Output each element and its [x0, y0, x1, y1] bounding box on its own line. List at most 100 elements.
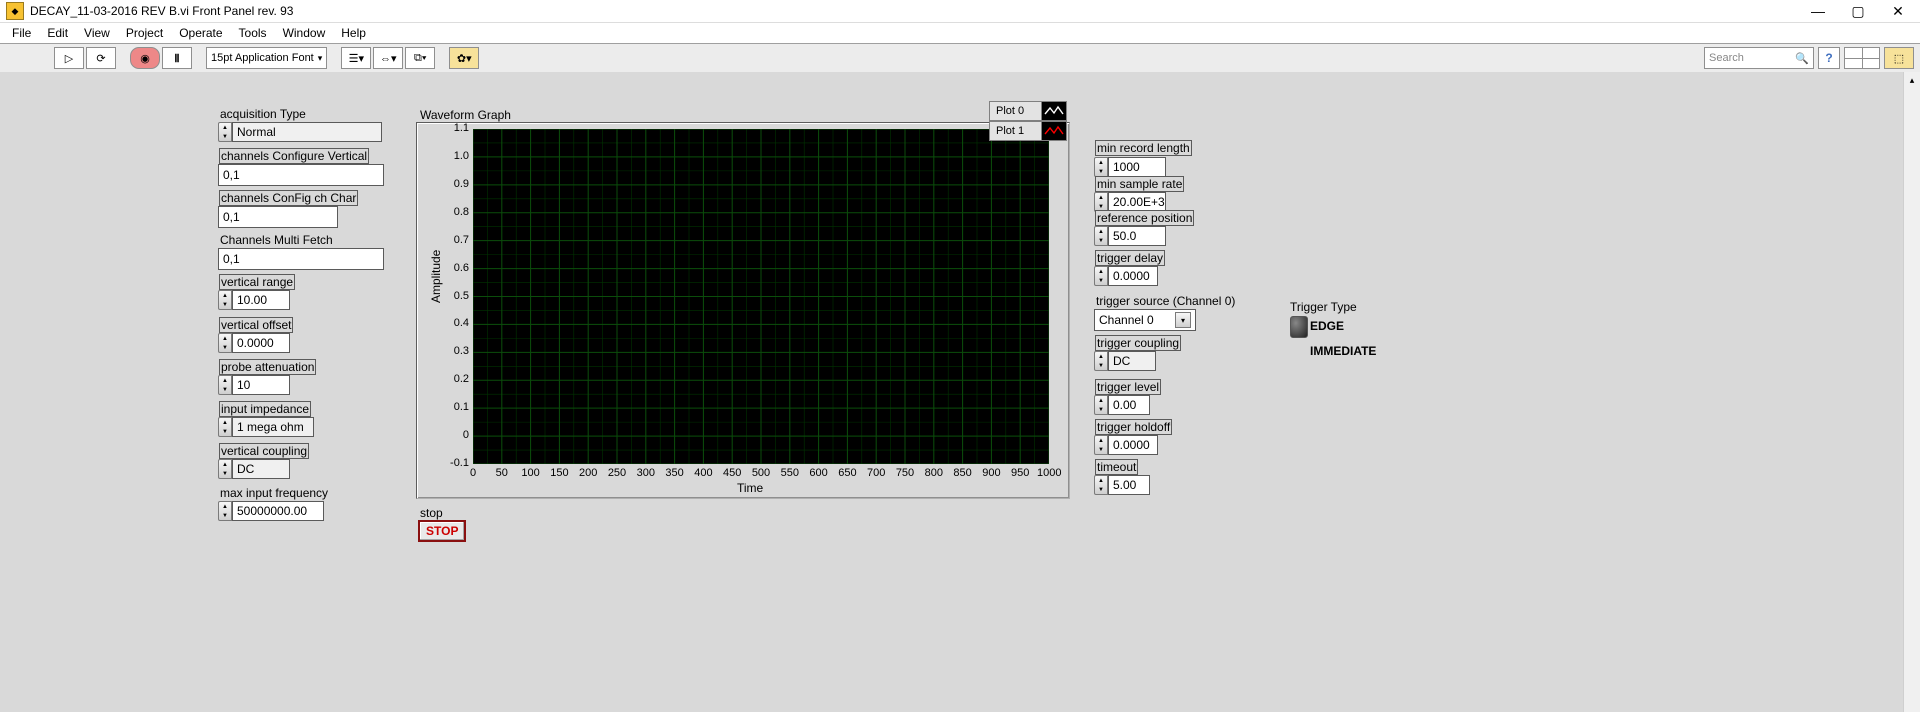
scroll-up-icon: ▴ — [1904, 72, 1920, 88]
vcoup-ring[interactable]: ▲▼DC — [218, 459, 290, 479]
label-timeout: timeout — [1096, 460, 1137, 474]
search-icon: 🔍 — [1795, 52, 1809, 65]
app-icon: ◆ — [6, 2, 24, 20]
x-tick: 450 — [720, 467, 744, 479]
align-button[interactable]: ☰▾ — [341, 47, 371, 69]
x-tick: 600 — [807, 467, 831, 479]
max-freq-input[interactable]: ▲▼50000000.00 — [218, 501, 324, 521]
maximize-button[interactable]: ▢ — [1838, 0, 1878, 22]
label-min-samp-rate: min sample rate — [1096, 177, 1183, 191]
y-tick: 0.4 — [445, 317, 469, 329]
label-stop: stop — [420, 506, 443, 520]
y-tick: 0.5 — [445, 290, 469, 302]
vi-icon[interactable]: ⬚ — [1884, 47, 1914, 69]
resize-button[interactable]: ⧉▾ — [405, 47, 435, 69]
menu-window[interactable]: Window — [275, 24, 334, 42]
front-panel: acquisition Type ▲▼Normal channels Confi… — [0, 72, 1920, 712]
title-bar: ◆ DECAY_11-03-2016 REV B.vi Front Panel … — [0, 0, 1920, 23]
min-rec-len-input[interactable]: ▲▼1000 — [1094, 157, 1166, 177]
y-tick: 0.9 — [445, 178, 469, 190]
connector-pane-icon[interactable] — [1844, 47, 1880, 69]
toolbar: ▷ ⟳ ◉ Ⅱ 15pt Application Font▾ ☰▾ ⇔▾ ⧉▾ … — [0, 43, 1920, 73]
x-tick: 850 — [951, 467, 975, 479]
x-tick: 700 — [864, 467, 888, 479]
trigger-type-switch[interactable] — [1290, 316, 1308, 338]
menu-project[interactable]: Project — [118, 24, 171, 42]
menu-operate[interactable]: Operate — [171, 24, 230, 42]
ch-cfg-vert-input[interactable]: 0,1 — [218, 164, 384, 186]
menu-edit[interactable]: Edit — [39, 24, 76, 42]
plot-legend[interactable]: Plot 0 Plot 1 — [989, 101, 1067, 141]
vertical-scrollbar[interactable]: ▴ — [1903, 72, 1920, 712]
menu-view[interactable]: View — [76, 24, 118, 42]
min-samp-rate-input[interactable]: ▲▼20.00E+3 — [1094, 192, 1166, 212]
legend-swatch-0 — [1042, 102, 1066, 120]
x-tick: 100 — [519, 467, 543, 479]
trig-level-input[interactable]: ▲▼0.00 — [1094, 395, 1150, 415]
x-tick: 350 — [663, 467, 687, 479]
trig-delay-input[interactable]: ▲▼0.0000 — [1094, 266, 1158, 286]
vrange-input[interactable]: ▲▼10.00 — [218, 290, 290, 310]
label-ref-pos: reference position — [1096, 211, 1193, 225]
x-tick: 550 — [778, 467, 802, 479]
y-tick: 0.3 — [445, 345, 469, 357]
run-continuous-button[interactable]: ⟳ — [86, 47, 116, 69]
minimize-button[interactable]: — — [1798, 0, 1838, 22]
x-tick: 50 — [490, 467, 514, 479]
pause-button[interactable]: Ⅱ — [162, 47, 192, 69]
voffset-input[interactable]: ▲▼0.0000 — [218, 333, 290, 353]
window-title: DECAY_11-03-2016 REV B.vi Front Panel re… — [30, 4, 293, 18]
x-tick: 0 — [461, 467, 485, 479]
label-trig-level: trigger level — [1096, 380, 1160, 394]
search-input[interactable]: Search🔍 — [1704, 47, 1814, 69]
distribute-button[interactable]: ⇔▾ — [373, 47, 403, 69]
y-axis-title: Amplitude — [429, 250, 443, 303]
stop-button[interactable]: STOP — [418, 520, 466, 542]
y-tick: 0 — [445, 429, 469, 441]
reorder-button[interactable]: ✿▾ — [449, 47, 479, 69]
x-tick: 500 — [749, 467, 773, 479]
x-axis-title: Time — [737, 481, 763, 495]
ch-multi-fetch-input[interactable]: 0,1 — [218, 248, 384, 270]
menu-file[interactable]: File — [4, 24, 39, 42]
plot-area[interactable] — [473, 129, 1049, 464]
x-tick: 300 — [634, 467, 658, 479]
trig-coup-ring[interactable]: ▲▼DC — [1094, 351, 1156, 371]
waveform-graph-frame: Amplitude 1.11.00.90.80.70.60.50.40.30.2… — [416, 122, 1070, 499]
y-tick: 0.8 — [445, 206, 469, 218]
x-tick: 650 — [835, 467, 859, 479]
context-help-button[interactable]: ? — [1818, 47, 1840, 69]
probe-att-input[interactable]: ▲▼10 — [218, 375, 290, 395]
x-tick: 750 — [893, 467, 917, 479]
ref-pos-input[interactable]: ▲▼50.0 — [1094, 226, 1166, 246]
label-vcoup: vertical coupling — [220, 444, 308, 458]
ch-cfg-char-input[interactable]: 0,1 — [218, 206, 338, 228]
x-tick: 800 — [922, 467, 946, 479]
label-trig-delay: trigger delay — [1096, 251, 1164, 265]
close-button[interactable]: ✕ — [1878, 0, 1918, 22]
x-tick: 250 — [605, 467, 629, 479]
abort-button[interactable]: ◉ — [130, 47, 160, 69]
legend-swatch-1 — [1042, 122, 1066, 140]
acq-type-ring[interactable]: ▲▼Normal — [218, 122, 382, 142]
legend-row-1[interactable]: Plot 1 — [989, 121, 1067, 141]
menu-tools[interactable]: Tools — [231, 24, 275, 42]
timeout-input[interactable]: ▲▼5.00 — [1094, 475, 1150, 495]
trig-hold-input[interactable]: ▲▼0.0000 — [1094, 435, 1158, 455]
trigger-type-edge: EDGE — [1310, 319, 1344, 333]
chevron-down-icon: ▾ — [1175, 312, 1191, 328]
legend-row-0[interactable]: Plot 0 — [989, 101, 1067, 121]
font-combo[interactable]: 15pt Application Font▾ — [206, 47, 327, 69]
label-in-imp: input impedance — [220, 402, 310, 416]
in-imp-ring[interactable]: ▲▼1 mega ohm — [218, 417, 314, 437]
run-button[interactable]: ▷ — [54, 47, 84, 69]
trigger-type-immediate: IMMEDIATE — [1310, 344, 1376, 358]
x-tick: 900 — [979, 467, 1003, 479]
x-tick: 150 — [547, 467, 571, 479]
y-tick: 0.1 — [445, 401, 469, 413]
menu-help[interactable]: Help — [333, 24, 374, 42]
y-tick: 0.7 — [445, 234, 469, 246]
label-ch-cfg-vert: channels Configure Vertical — [220, 149, 368, 163]
trig-src-combo[interactable]: Channel 0▾ — [1094, 309, 1196, 331]
label-probe-att: probe attenuation — [220, 360, 315, 374]
